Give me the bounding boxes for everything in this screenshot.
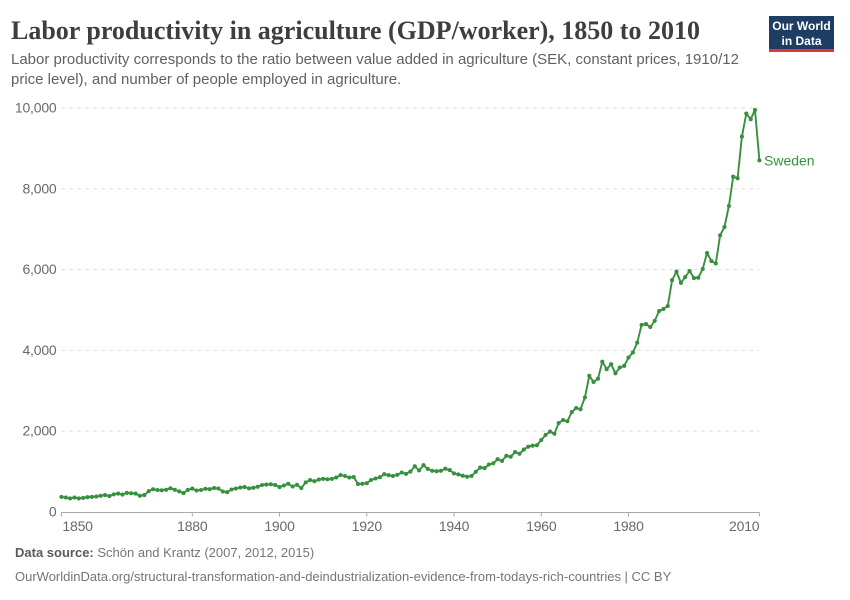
svg-text:1920: 1920 (352, 518, 383, 534)
svg-text:1880: 1880 (177, 518, 208, 534)
svg-text:1980: 1980 (613, 518, 644, 534)
svg-text:6,000: 6,000 (22, 261, 56, 277)
svg-text:1960: 1960 (526, 518, 557, 534)
svg-text:1850: 1850 (62, 518, 93, 534)
svg-text:4,000: 4,000 (22, 342, 56, 358)
svg-text:8,000: 8,000 (22, 180, 56, 196)
svg-text:1940: 1940 (439, 518, 470, 534)
svg-text:2,000: 2,000 (22, 423, 56, 439)
svg-text:0: 0 (49, 504, 57, 520)
svg-text:Sweden: Sweden (764, 153, 815, 169)
svg-text:10,000: 10,000 (15, 100, 57, 116)
svg-text:1900: 1900 (264, 518, 295, 534)
svg-text:2010: 2010 (729, 518, 760, 534)
